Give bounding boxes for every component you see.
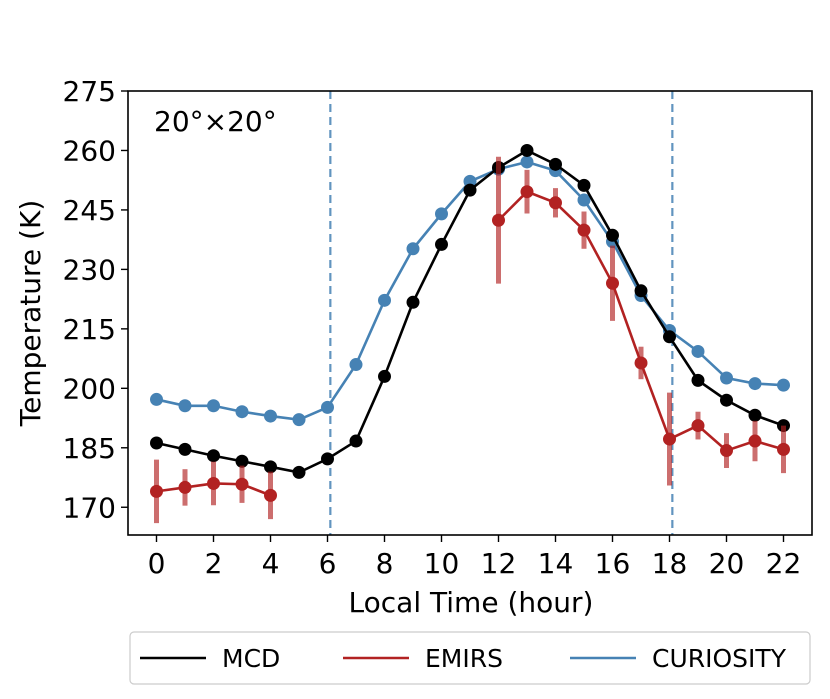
data-point [720,444,733,458]
x-tick-label: 0 [148,547,166,580]
x-tick-label: 22 [766,547,802,580]
data-point [691,419,705,433]
data-point [634,284,648,298]
data-point [321,400,334,414]
data-point [349,434,363,448]
data-point [748,408,762,422]
x-tick-label: 16 [595,547,631,580]
data-point [663,330,676,344]
data-point [150,484,163,498]
plot-frame [127,90,813,536]
data-point [321,452,334,466]
data-point [264,409,277,423]
data-point [378,369,391,383]
data-point [577,223,591,237]
data-point [235,454,249,468]
legend-box [129,631,811,685]
data-point [577,193,591,207]
data-point [720,393,733,407]
data-point [207,476,220,490]
data-point [235,477,249,491]
x-tick-label: 8 [376,547,394,580]
y-tick-label: 170 [63,491,116,524]
data-point [235,405,249,419]
data-point [777,378,790,392]
data-point [207,449,220,463]
data-point [178,399,192,413]
y-tick-label: 215 [63,313,116,346]
reference-lines [329,91,674,535]
y-tick-label: 245 [63,194,116,227]
data-point [520,155,534,169]
data-point [691,344,705,358]
x-tick-label: 2 [205,547,223,580]
legend-label: MCD [222,644,280,673]
data-point [406,242,420,256]
data-point [349,358,363,372]
x-tick-label: 20 [709,547,745,580]
data-point [150,392,163,406]
data-point [777,442,790,456]
y-tick-label: 185 [63,432,116,465]
data-point [150,436,163,450]
data-point [606,276,619,290]
legend: MCD EMIRS CURIOSITY [129,631,811,685]
series-line [497,190,784,453]
y-tick-label: 260 [63,134,116,167]
series-layer [150,143,790,524]
y-tick-label: 230 [63,253,116,286]
data-point [406,295,420,309]
series-line [156,160,784,421]
x-tick-label: 4 [262,547,280,580]
x-tick-label: 6 [319,547,337,580]
data-point [292,413,306,427]
data-point [549,196,562,210]
data-point [292,465,306,479]
data-point [634,356,648,370]
data-point [178,442,192,456]
series-line [156,148,784,474]
x-tick-label: 12 [481,547,517,580]
legend-label: CURIOSITY [652,644,787,673]
data-point [577,178,591,192]
data-point [720,371,733,385]
axis-ticks: 0 2 4 6 8 10 12 14 16 18 20 22 170 185 200 215 230 245 260… [63,75,802,580]
data-point [549,157,562,171]
series-emirs [150,156,790,524]
data-point [748,377,762,391]
data-point [435,237,448,251]
data-point [178,480,192,494]
x-axis-label: Local Time (hour) [349,586,594,619]
data-point [748,434,762,448]
panel-annotation: 20°×20° [154,105,277,138]
y-tick-label: 200 [63,372,116,405]
data-point [520,185,534,199]
data-point [520,143,534,157]
data-point [463,183,477,197]
data-point [435,207,448,221]
data-point [691,373,705,387]
data-point [663,432,676,446]
data-point [264,460,277,474]
data-point [207,399,220,413]
data-point [606,228,619,242]
y-tick-label: 275 [63,75,116,108]
x-tick-label: 18 [652,547,688,580]
data-point [378,293,391,307]
x-tick-label: 14 [538,547,574,580]
data-point [492,213,505,227]
x-tick-label: 10 [424,547,460,580]
legend-label: EMIRS [425,644,503,673]
y-axis-label: Temperature (K) [14,200,47,427]
series-mcd [150,143,790,479]
data-point [264,488,277,502]
